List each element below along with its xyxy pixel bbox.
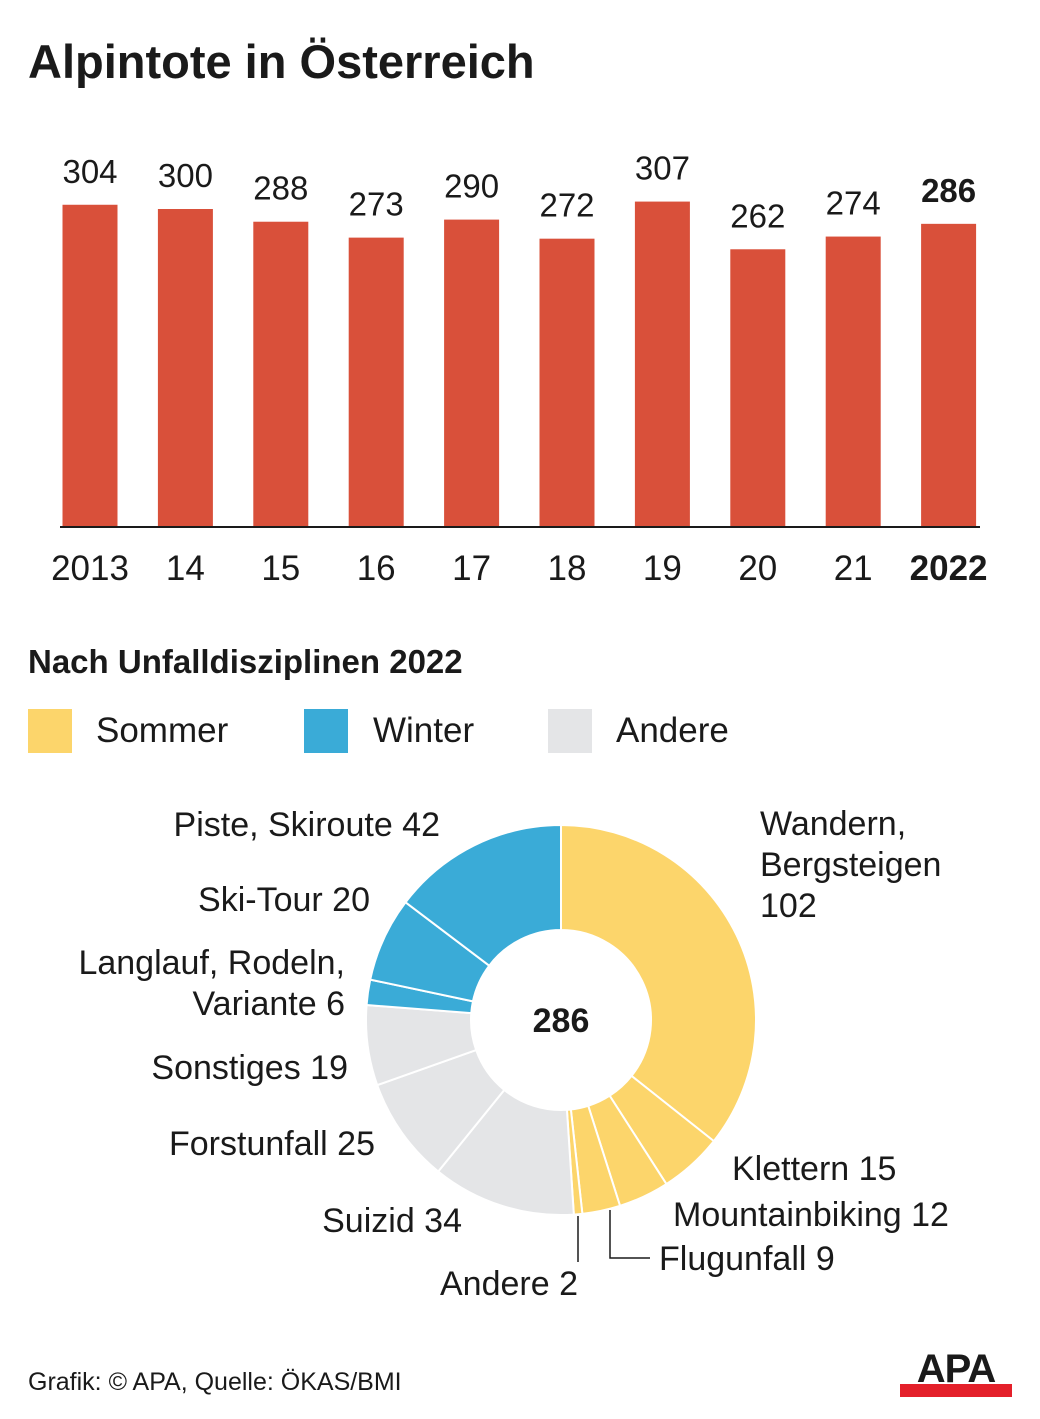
bar-value-label: 262: [730, 197, 785, 234]
bar-value-label: 288: [253, 170, 308, 207]
bar-value-label: 290: [444, 168, 499, 205]
bar: [825, 236, 881, 527]
bar-value-label: 300: [158, 157, 213, 194]
bar-chart: 304 2013 300 14 288 15 273 16 290 17 272 18 307 19 262…: [51, 150, 988, 588]
legend-label-winter: Winter: [373, 711, 475, 750]
bar: [444, 219, 500, 527]
bar: [157, 209, 213, 527]
pie-label: Mountainbiking 12: [673, 1196, 949, 1234]
bar: [539, 238, 595, 527]
bar-value-label: 286: [921, 172, 976, 209]
pie-label: Ski-Tour 20: [198, 881, 370, 919]
x-tick-label: 21: [834, 549, 873, 588]
source-credit: Grafik: © APA, Quelle: ÖKAS/BMI: [28, 1368, 402, 1396]
bar-value-label: 307: [635, 150, 690, 187]
apa-logo: APA: [900, 1349, 1012, 1398]
bar: [253, 221, 309, 527]
bar-value-label: 273: [349, 186, 404, 223]
x-tick-label: 20: [738, 549, 777, 588]
pie-label: Andere 2: [440, 1265, 578, 1303]
pie-title: Nach Unfalldisziplinen 2022: [28, 643, 463, 680]
legend-label-andere: Andere: [616, 711, 729, 750]
pie-center-total: 286: [533, 1002, 590, 1040]
pie-label: Wandern, Bergsteigen 102: [760, 805, 942, 925]
pie-label: Klettern 15: [732, 1150, 897, 1188]
pie-label: Suizid 34: [322, 1202, 462, 1240]
pie-label: Langlauf, Rodeln, Variante 6: [78, 944, 345, 1023]
legend-swatch-andere: [548, 709, 592, 753]
bar: [62, 204, 118, 527]
chart-title: Alpintote in Österreich: [28, 35, 535, 88]
legend-swatch-sommer: [28, 709, 72, 753]
x-tick-label: 2013: [51, 549, 129, 588]
bar: [730, 249, 786, 527]
bar-value-label: 304: [62, 153, 117, 190]
pie-label: Flugunfall 9: [659, 1240, 835, 1278]
x-tick-label: 17: [452, 549, 491, 588]
x-tick-label: 15: [261, 549, 300, 588]
bar-value-label: 274: [826, 185, 881, 222]
x-tick-label: 16: [357, 549, 396, 588]
bar: [634, 201, 690, 527]
x-tick-label: 18: [548, 549, 587, 588]
bar: [921, 223, 977, 527]
legend-swatch-winter: [304, 709, 348, 753]
leader-line: [609, 1210, 650, 1259]
legend-label-sommer: Sommer: [96, 711, 229, 750]
pie-label: Piste, Skiroute 42: [173, 806, 440, 844]
pie-label: Forstunfall 25: [169, 1125, 375, 1163]
donut-chart: 286: [365, 823, 757, 1262]
x-tick-label: 14: [166, 549, 205, 588]
pie-label: Sonstiges 19: [151, 1049, 348, 1087]
bar: [348, 237, 404, 527]
x-tick-label: 2022: [910, 549, 988, 588]
bar-value-label: 272: [539, 187, 594, 224]
pie-slice: [560, 823, 757, 1143]
x-tick-label: 19: [643, 549, 682, 588]
pie-slice: [404, 823, 562, 968]
